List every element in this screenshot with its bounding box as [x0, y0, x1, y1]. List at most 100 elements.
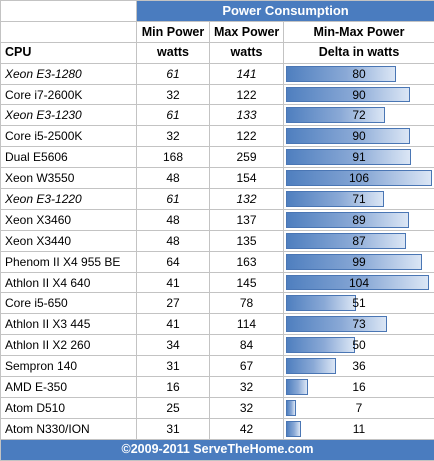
cpu-name-cell: AMD E-350 — [1, 377, 137, 398]
max-power-header: Max Power — [210, 21, 284, 42]
unit-header-row: CPU watts watts Delta in watts — [1, 42, 434, 63]
delta-bar-cell: 99 — [284, 251, 434, 272]
max-power-cell: 122 — [210, 126, 284, 147]
max-power-cell: 133 — [210, 105, 284, 126]
min-power-cell: 16 — [137, 377, 210, 398]
delta-bar-cell: 36 — [284, 356, 434, 377]
delta-value-label: 36 — [284, 360, 434, 372]
column-header-row: Min Power Max Power Min-Max Power — [1, 21, 434, 42]
cpu-name-cell: Atom N330/ION — [1, 418, 137, 439]
delta-value-label: 99 — [284, 256, 434, 268]
max-power-cell: 32 — [210, 377, 284, 398]
max-power-cell: 78 — [210, 293, 284, 314]
max-power-cell: 84 — [210, 335, 284, 356]
min-power-cell: 27 — [137, 293, 210, 314]
delta-value-label: 16 — [284, 381, 434, 393]
max-power-cell: 154 — [210, 168, 284, 189]
delta-bar-cell: 87 — [284, 230, 434, 251]
delta-value-label: 50 — [284, 339, 434, 351]
min-power-cell: 31 — [137, 418, 210, 439]
max-power-cell: 114 — [210, 314, 284, 335]
min-power-cell: 61 — [137, 63, 210, 84]
delta-bar-cell: 16 — [284, 377, 434, 398]
min-power-cell: 48 — [137, 209, 210, 230]
delta-value-label: 89 — [284, 214, 434, 226]
max-power-cell: 163 — [210, 251, 284, 272]
min-power-cell: 32 — [137, 84, 210, 105]
cpu-name-cell: Atom D510 — [1, 397, 137, 418]
cpu-name-cell: Sempron 140 — [1, 356, 137, 377]
delta-value-label: 11 — [284, 423, 434, 435]
delta-value-label: 51 — [284, 297, 434, 309]
min-power-cell: 32 — [137, 126, 210, 147]
min-power-cell: 41 — [137, 272, 210, 293]
delta-value-label: 90 — [284, 89, 434, 101]
delta-bar-cell: 50 — [284, 335, 434, 356]
copyright-footer: ©2009-2011 ServeTheHome.com — [1, 439, 434, 460]
min-power-cell: 64 — [137, 251, 210, 272]
cpu-name-cell: Phenom II X4 955 BE — [1, 251, 137, 272]
cpu-name-cell: Xeon W3550 — [1, 168, 137, 189]
min-power-cell: 61 — [137, 105, 210, 126]
max-power-cell: 122 — [210, 84, 284, 105]
cpu-name-cell: Core i7-2600K — [1, 84, 137, 105]
delta-bar-cell: 90 — [284, 126, 434, 147]
max-power-cell: 42 — [210, 418, 284, 439]
min-power-cell: 41 — [137, 314, 210, 335]
delta-bar-cell: 11 — [284, 418, 434, 439]
delta-bar-cell: 80 — [284, 63, 434, 84]
title-row: Power Consumption — [1, 1, 434, 22]
footer-row: ©2009-2011 ServeTheHome.com — [1, 439, 434, 460]
delta-value-label: 87 — [284, 235, 434, 247]
max-power-cell: 135 — [210, 230, 284, 251]
min-power-cell: 34 — [137, 335, 210, 356]
max-power-cell: 145 — [210, 272, 284, 293]
delta-value-label: 106 — [284, 172, 434, 184]
max-power-cell: 132 — [210, 189, 284, 210]
delta-bar-cell: 89 — [284, 209, 434, 230]
delta-value-label: 73 — [284, 318, 434, 330]
max-power-cell: 67 — [210, 356, 284, 377]
chart-title: Power Consumption — [137, 1, 434, 22]
delta-unit: Delta in watts — [284, 42, 434, 63]
delta-value-label: 104 — [284, 277, 434, 289]
cpu-name-cell: Athlon II X3 445 — [1, 314, 137, 335]
delta-bar-cell: 7 — [284, 397, 434, 418]
delta-value-label: 7 — [284, 402, 434, 414]
delta-bar-cell: 71 — [284, 189, 434, 210]
delta-value-label: 90 — [284, 130, 434, 142]
delta-bar-cell: 51 — [284, 293, 434, 314]
min-power-cell: 31 — [137, 356, 210, 377]
min-power-cell: 168 — [137, 147, 210, 168]
min-power-unit: watts — [137, 42, 210, 63]
cpu-header-blank — [1, 21, 137, 42]
cpu-name-cell: Core i5-650 — [1, 293, 137, 314]
max-power-cell: 32 — [210, 397, 284, 418]
max-power-cell: 137 — [210, 209, 284, 230]
cpu-name-cell: Xeon E3-1280 — [1, 63, 137, 84]
delta-bar-cell: 91 — [284, 147, 434, 168]
delta-value-label: 71 — [284, 193, 434, 205]
min-power-cell: 48 — [137, 168, 210, 189]
delta-bar-cell: 90 — [284, 84, 434, 105]
max-power-cell: 259 — [210, 147, 284, 168]
title-blank-cell — [1, 1, 137, 22]
cpu-name-cell: Athlon II X4 640 — [1, 272, 137, 293]
